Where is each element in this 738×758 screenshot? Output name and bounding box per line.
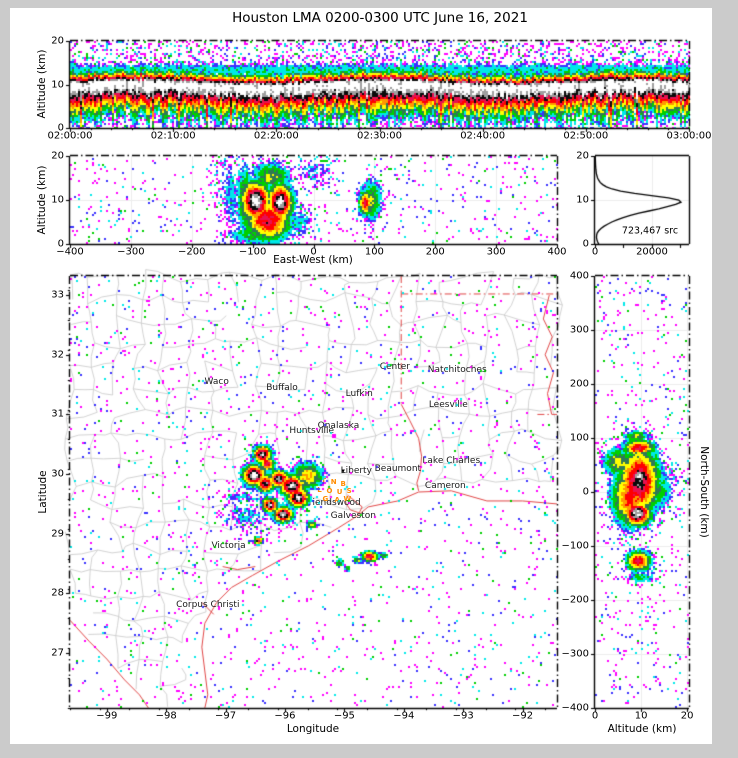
plan-view-density-plot — [0, 0, 738, 758]
